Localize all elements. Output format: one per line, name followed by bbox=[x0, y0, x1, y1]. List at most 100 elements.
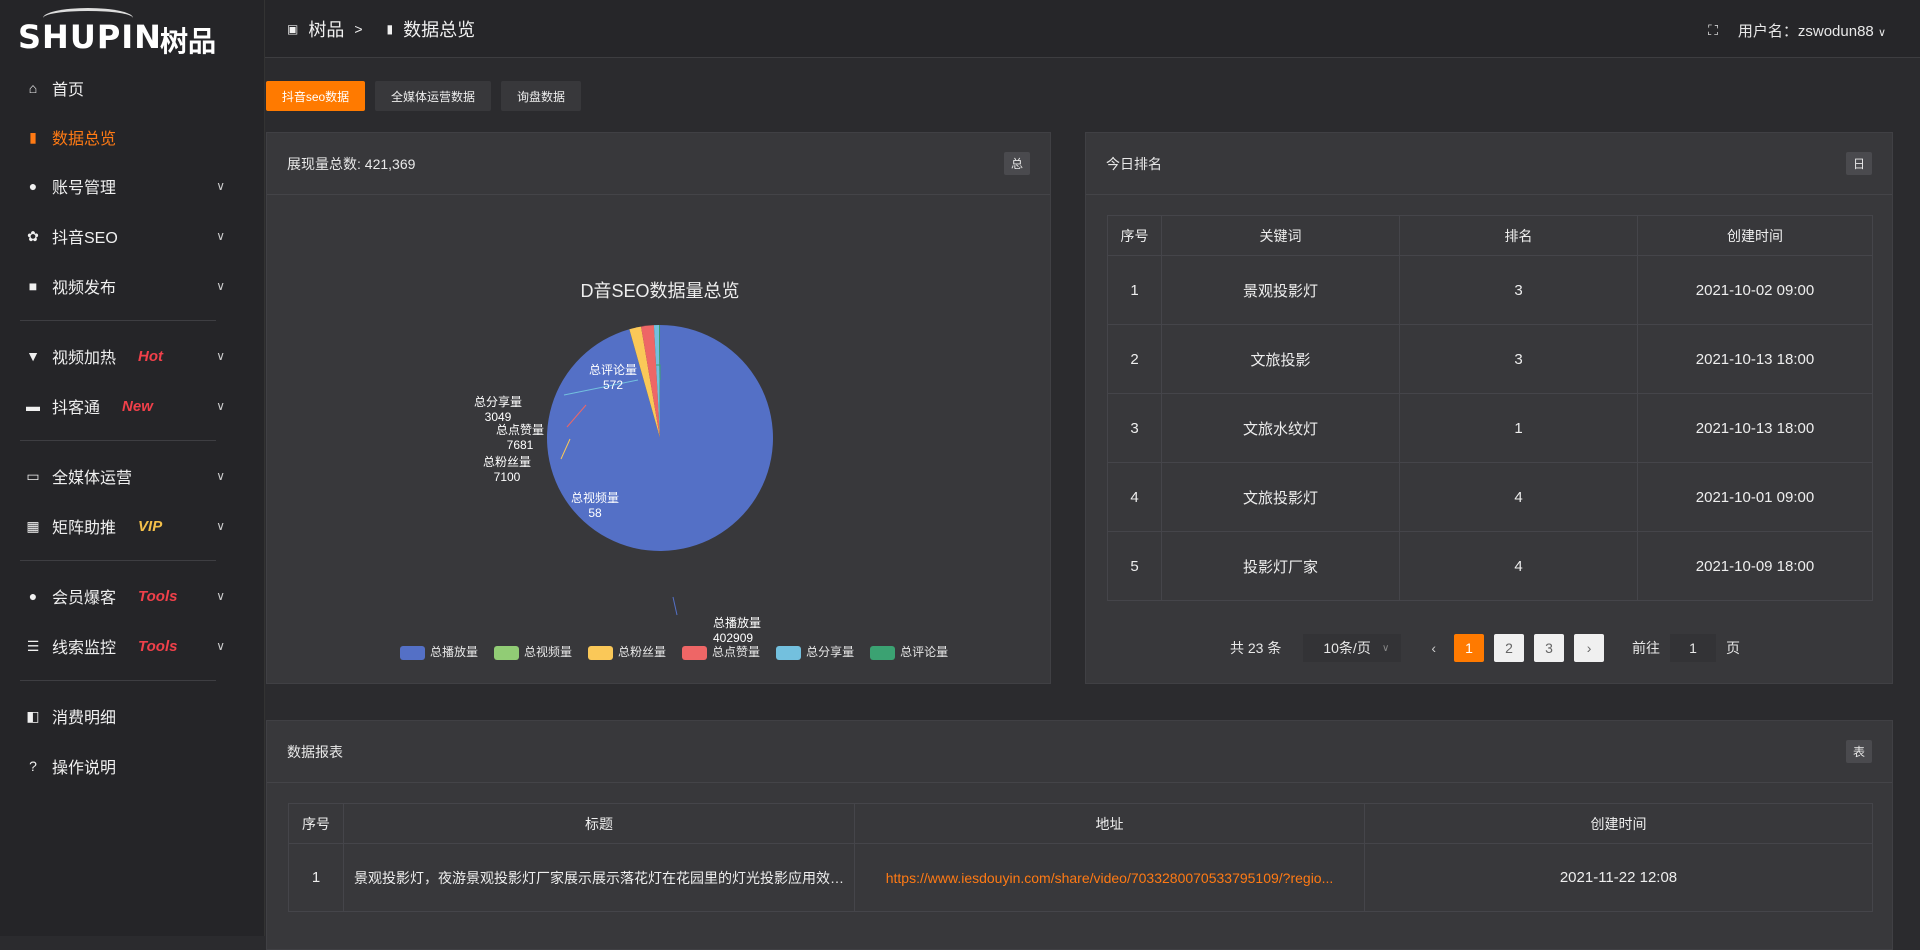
sidebar-item-7[interactable]: ▭ 全媒体运营 ∨ bbox=[0, 456, 265, 496]
slice-label: 3049 bbox=[485, 410, 512, 424]
table-cell[interactable]: https://www.iesdouyin.com/share/video/70… bbox=[854, 843, 1365, 912]
table-row: 4 文旅投影灯 4 2021-10-01 09:00 bbox=[1107, 462, 1873, 532]
camera-icon: ■ bbox=[28, 278, 38, 294]
legend-swatch bbox=[400, 645, 425, 660]
legend-item[interactable]: 总点赞量 bbox=[682, 643, 760, 660]
sidebar-tag: Tools bbox=[138, 587, 178, 605]
pie-slice-1[interactable] bbox=[629, 329, 660, 438]
sidebar-item-label: 矩阵助推 bbox=[52, 520, 117, 537]
legend-item[interactable]: 总评论量 bbox=[870, 643, 948, 660]
table-cell: 2021-10-01 09:00 bbox=[1637, 462, 1873, 532]
table-cell: 3 bbox=[1107, 393, 1162, 463]
pie-slice-2[interactable] bbox=[629, 326, 660, 438]
card-tag[interactable]: 表 bbox=[1845, 740, 1872, 763]
pie-slice-3[interactable] bbox=[641, 325, 660, 438]
sidebar-item-8[interactable]: ▦ 矩阵助推 VIP ∨ bbox=[0, 506, 265, 546]
tab-all-media[interactable]: 全媒体运营数据 bbox=[375, 81, 491, 111]
table-cell: 1 bbox=[1399, 393, 1638, 463]
chevron-down-icon: ∨ bbox=[216, 519, 225, 533]
column-header: 地址 bbox=[854, 803, 1365, 844]
sidebar-item-4[interactable]: ■ 视频发布 ∨ bbox=[0, 266, 265, 306]
legend-label: 总播放量 bbox=[430, 645, 479, 659]
card-tag[interactable]: 日 bbox=[1845, 152, 1872, 175]
username: 用户名：zswodun88 bbox=[1737, 23, 1874, 40]
legend-label: 总分享量 bbox=[806, 645, 855, 659]
legend-item[interactable]: 总粉丝量 bbox=[588, 643, 666, 660]
slice-label: 58 bbox=[588, 506, 602, 520]
sidebar-item-9[interactable]: ● 会员爆客 Tools ∨ bbox=[0, 576, 265, 616]
sidebar-tag: Tools bbox=[138, 637, 178, 655]
sidebar-item-6[interactable]: ▬ 抖客通 New ∨ bbox=[0, 386, 265, 426]
table-row: 5 投影灯厂家 4 2021-10-09 18:00 bbox=[1107, 531, 1873, 601]
slice-label: 总分享量 bbox=[474, 394, 522, 409]
sidebar-item-label: 数据总览 bbox=[52, 131, 117, 148]
slice-label: 总视频量 bbox=[571, 490, 619, 505]
ranking-table: 序号 关键词 排名 创建时间 1 景观投影灯 3 2021-10-02 09:00 2 文旅投影 3… bbox=[1107, 215, 1873, 601]
legend-item[interactable]: 总视频量 bbox=[494, 643, 572, 660]
wallet-icon: ◧ bbox=[26, 707, 40, 724]
page-1[interactable]: 1 bbox=[1454, 634, 1485, 662]
sidebar-item-12[interactable]: ? 操作说明 bbox=[0, 746, 265, 786]
ranking-card: 今日排名日 序号 关键词 排名 创建时间 1 景观投影灯 3 2021-10-02 09:00… bbox=[1085, 132, 1893, 684]
legend-item[interactable]: 总分享量 bbox=[776, 643, 854, 660]
table-cell: 2021-10-13 18:00 bbox=[1637, 324, 1873, 394]
tab-douyin-seo[interactable]: 抖音seo数据 bbox=[266, 81, 365, 111]
column-header: 关键词 bbox=[1161, 215, 1400, 256]
card-tag[interactable]: 总 bbox=[1003, 152, 1030, 175]
tab-inquiry[interactable]: 询盘数据 bbox=[501, 81, 581, 111]
legend-swatch bbox=[776, 645, 802, 660]
table-cell: 1 bbox=[288, 843, 344, 912]
slice-label: 总点赞量 bbox=[496, 423, 544, 437]
sidebar-item-10[interactable]: ☰ 线索监控 Tools ∨ bbox=[0, 626, 265, 666]
brush-icon: ▼ bbox=[26, 348, 40, 364]
pie-card: 展现量总数: 421,369 总 D音SEO数据量总览 总播放量 402909 总视频… bbox=[266, 132, 1051, 684]
fullscreen-icon[interactable]: ⛶ bbox=[1708, 22, 1718, 38]
table-cell: 景观投影灯 bbox=[1161, 255, 1400, 325]
table-cell: 2021-11-22 12:08 bbox=[1364, 843, 1873, 912]
user-icon: ● bbox=[28, 588, 38, 604]
pie-slice-4[interactable] bbox=[653, 325, 660, 438]
sidebar-divider bbox=[20, 680, 216, 681]
logo[interactable]: SHUPIN 树品 bbox=[18, 8, 228, 57]
page-size-select[interactable]: 10条/页 ∨ bbox=[1303, 634, 1402, 662]
sidebar-item-1[interactable]: ▮ 数据总览 bbox=[0, 117, 265, 157]
card-title: 数据报表 bbox=[287, 743, 343, 760]
sidebar-divider bbox=[20, 560, 216, 561]
table-row: 2 文旅投影 3 2021-10-13 18:00 bbox=[1107, 324, 1873, 394]
prev-page-button[interactable]: ‹ bbox=[1431, 640, 1437, 656]
sidebar-item-5[interactable]: ▼ 视频加热 Hot ∨ bbox=[0, 336, 265, 376]
sidebar-item-3[interactable]: ✿ 抖音SEO ∨ bbox=[0, 216, 265, 256]
breadcrumb-root[interactable]: 树品 bbox=[308, 20, 345, 40]
legend-item[interactable]: 总播放量 bbox=[400, 643, 478, 660]
chart-icon: ▣ bbox=[287, 22, 299, 36]
sidebar-item-label: 视频加热 bbox=[52, 350, 117, 367]
user-icon: ● bbox=[28, 178, 38, 194]
sidebar-item-0[interactable]: ⌂ 首页 bbox=[0, 68, 265, 108]
chevron-down-icon: ∨ bbox=[216, 349, 225, 363]
sliders-icon: ☰ bbox=[26, 637, 40, 654]
goto-page-input[interactable]: 1 bbox=[1670, 634, 1717, 662]
next-page-button[interactable]: › bbox=[1574, 634, 1605, 662]
page-unit: 页 bbox=[1726, 640, 1741, 656]
label-leader-line bbox=[566, 404, 587, 428]
table-cell: 文旅水纹灯 bbox=[1161, 393, 1400, 463]
sidebar-item-11[interactable]: ◧ 消费明细 bbox=[0, 696, 265, 736]
table-row: 1 景观投影灯，夜游景观投影灯厂家展示展示落花灯在花园里的灯光投影应用效果 # ht… bbox=[288, 843, 1873, 912]
slice-label: 572 bbox=[603, 378, 623, 392]
user-menu[interactable]: 用户名：zswodun88 ∨ bbox=[1738, 20, 1886, 41]
page-2[interactable]: 2 bbox=[1494, 634, 1525, 662]
sidebar-item-label: 线索监控 bbox=[52, 640, 117, 657]
table-cell: 2021-10-02 09:00 bbox=[1637, 255, 1873, 325]
sidebar-item-label: 抖客通 bbox=[52, 400, 101, 417]
gear-icon: ✿ bbox=[27, 227, 39, 244]
header: ▣ 树品 > ▮ 数据总览 ⛶ 用户名：zswodun88 ∨ bbox=[265, 0, 1920, 58]
help-icon: ? bbox=[29, 758, 37, 774]
chevron-down-icon: ∨ bbox=[1877, 27, 1886, 39]
sidebar-item-label: 视频发布 bbox=[52, 280, 117, 297]
table-row: 1 景观投影灯 3 2021-10-02 09:00 bbox=[1107, 255, 1873, 325]
page-3[interactable]: 3 bbox=[1534, 634, 1565, 662]
table-cell: 4 bbox=[1107, 462, 1162, 532]
sidebar-item-2[interactable]: ● 账号管理 ∨ bbox=[0, 166, 265, 206]
chevron-down-icon: ∨ bbox=[216, 469, 225, 483]
